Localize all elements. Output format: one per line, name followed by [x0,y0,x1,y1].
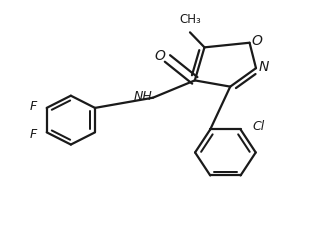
Text: Cl: Cl [253,120,265,133]
Text: F: F [30,128,37,141]
Text: O: O [155,49,166,63]
Text: CH₃: CH₃ [179,13,201,26]
Text: F: F [30,100,37,112]
Text: N: N [259,61,269,74]
Text: O: O [251,34,262,48]
Text: NH: NH [133,90,152,103]
